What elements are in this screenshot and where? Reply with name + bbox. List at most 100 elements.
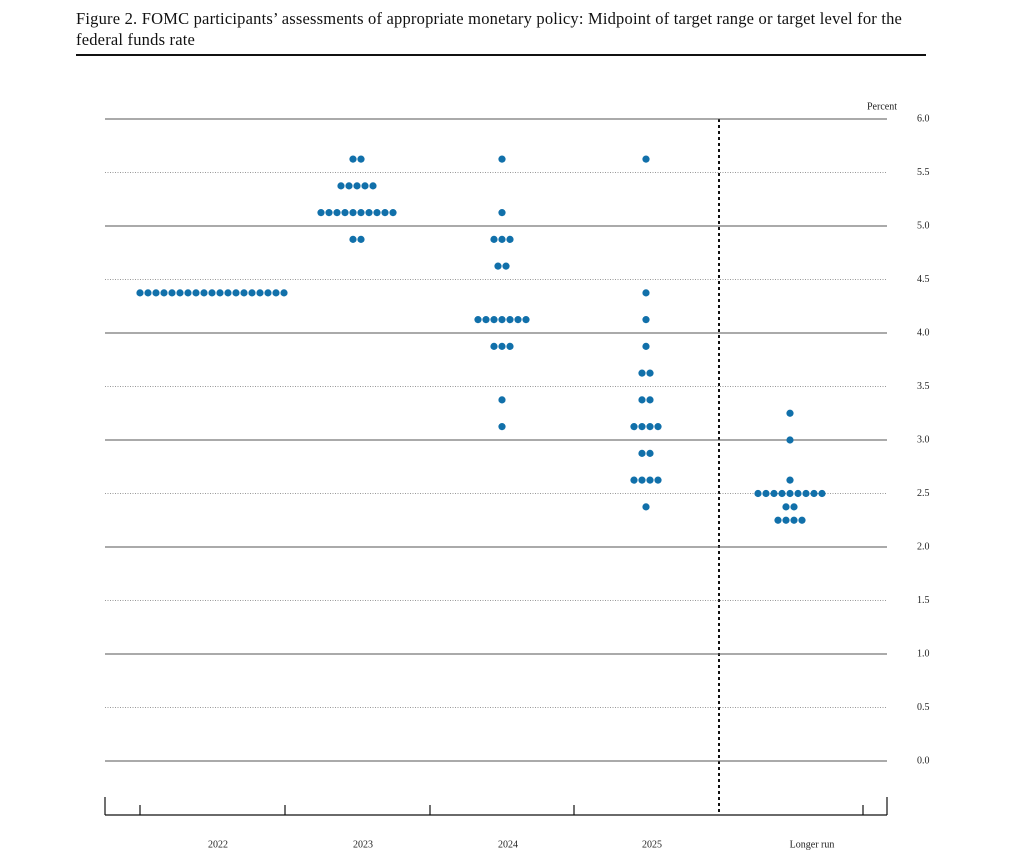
y-tick-label: 3.0 [917, 434, 930, 445]
dot [482, 316, 490, 324]
dot [498, 209, 506, 217]
dot [506, 235, 514, 243]
dot [349, 235, 357, 243]
dot [786, 409, 794, 417]
dot [778, 489, 786, 498]
dot [365, 209, 373, 217]
dot [646, 423, 654, 431]
dot [208, 289, 216, 297]
x-tick-label: 2023 [353, 839, 373, 850]
dot [654, 423, 662, 431]
dot [638, 476, 646, 484]
dot [642, 289, 650, 297]
chart-title: Figure 2. FOMC participants’ assessments… [76, 9, 903, 49]
dot [506, 342, 514, 350]
dot [646, 396, 654, 404]
y-tick-label: 2.0 [917, 541, 930, 552]
dot [790, 503, 798, 511]
dot [490, 316, 498, 324]
dot [381, 209, 389, 217]
dot [642, 342, 650, 350]
dot [337, 182, 345, 190]
dot [498, 342, 506, 350]
dot [341, 209, 349, 217]
dot [494, 262, 502, 270]
dot [514, 316, 522, 324]
dot [774, 516, 782, 524]
dot [770, 489, 778, 498]
y-tick-label: 0.5 [917, 702, 930, 713]
y-tick-label: 6.0 [917, 113, 930, 124]
dot [200, 289, 208, 297]
dot [782, 503, 790, 511]
x-tick-label: 2024 [498, 839, 518, 850]
y-axis-label: Percent [867, 101, 897, 112]
dot [184, 289, 192, 297]
dot [317, 209, 325, 217]
dot [782, 516, 790, 524]
dot [498, 155, 506, 163]
dot [498, 235, 506, 243]
dot [256, 289, 264, 297]
dot [349, 155, 357, 163]
dot [790, 516, 798, 524]
dot [490, 342, 498, 350]
dot [325, 209, 333, 217]
dot [224, 289, 232, 297]
dot [192, 289, 200, 297]
dot [630, 476, 638, 484]
y-tick-label: 5.0 [917, 220, 930, 231]
y-tick-label: 2.5 [917, 488, 930, 499]
dot [373, 209, 381, 217]
dot [786, 436, 794, 444]
dot [349, 209, 357, 217]
y-tick-label: 1.0 [917, 648, 930, 659]
dot [474, 316, 482, 324]
dot [272, 289, 280, 297]
dot [638, 423, 646, 431]
dot [152, 289, 160, 297]
dot [498, 396, 506, 404]
dot [798, 516, 806, 524]
dot [638, 396, 646, 404]
dot [642, 155, 650, 163]
dot [160, 289, 168, 297]
dot [818, 489, 826, 498]
dot [498, 316, 506, 324]
dot [506, 316, 514, 324]
y-tick-label: 4.0 [917, 327, 930, 338]
dot [176, 289, 184, 297]
y-tick-label: 3.5 [917, 381, 930, 392]
y-tick-label: 4.5 [917, 274, 930, 285]
dot [136, 289, 144, 297]
dot [646, 449, 654, 457]
y-tick-label: 1.5 [917, 595, 930, 606]
dot [333, 209, 341, 217]
dot [646, 476, 654, 484]
dot [762, 489, 770, 498]
dot [502, 262, 510, 270]
dot [630, 423, 638, 431]
y-tick-label: 5.5 [917, 167, 930, 178]
dot [810, 489, 818, 498]
dot [638, 449, 646, 457]
dot [353, 182, 361, 190]
dot [264, 289, 272, 297]
dot [361, 182, 369, 190]
dot [232, 289, 240, 297]
dot [642, 316, 650, 324]
x-tick-label: 2025 [642, 839, 662, 850]
dot [498, 423, 506, 431]
dot [345, 182, 353, 190]
dot [168, 289, 176, 297]
dot [646, 369, 654, 377]
dot [357, 155, 365, 163]
title-rule [76, 54, 926, 56]
y-tick-label: 0.0 [917, 755, 930, 766]
dot [794, 489, 802, 498]
dot [369, 182, 377, 190]
dot [638, 369, 646, 377]
x-tick-label: Longer run [790, 839, 835, 850]
